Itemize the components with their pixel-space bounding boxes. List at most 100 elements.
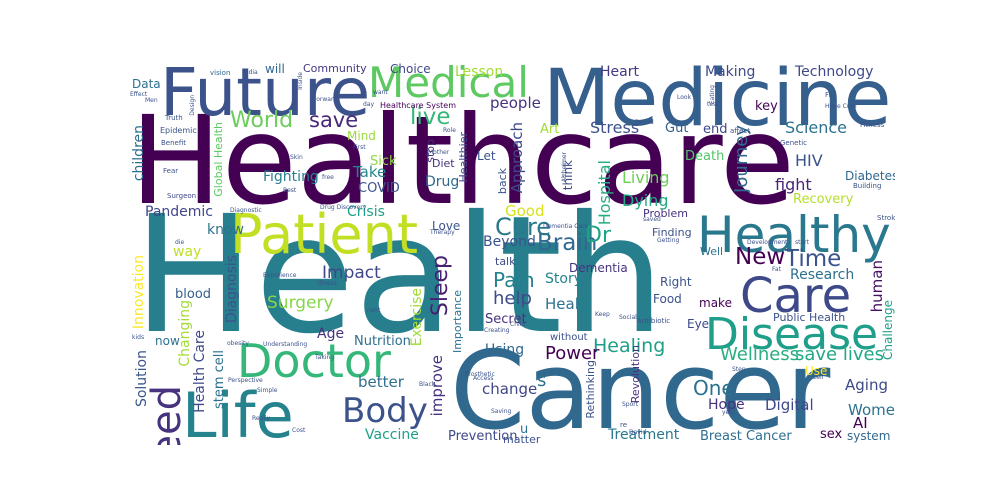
- word-truth: Truth: [165, 114, 183, 122]
- word-benefit: Benefit: [161, 139, 187, 147]
- word-data: Data: [132, 77, 161, 91]
- word-creating: Creating: [484, 327, 510, 334]
- word-saving: Saving: [491, 408, 512, 415]
- word-fitness: Fitness: [860, 121, 885, 129]
- word-dementia-care: Dementia Care: [543, 223, 589, 230]
- word-world: World: [230, 108, 294, 133]
- word-finding: Finding: [652, 226, 692, 239]
- word-year: year: [722, 409, 736, 416]
- word-building: Building: [853, 182, 882, 190]
- word-medical: Medical: [368, 60, 529, 107]
- word-exercise: Exercise: [409, 288, 425, 347]
- word-secret: Secret: [485, 312, 527, 327]
- word-dementia: Dementia: [569, 261, 628, 275]
- word-innovation: Innovation: [131, 255, 147, 330]
- word-let: Let: [477, 149, 496, 163]
- word-simple: Simple: [257, 387, 278, 394]
- word-pandemic: Pandemic: [145, 204, 213, 220]
- word-make: make: [699, 296, 732, 310]
- word-cost: Cost: [292, 427, 306, 434]
- word-story: Story: [545, 271, 582, 287]
- word-diagnosis: Diagnosis: [224, 255, 240, 324]
- word-skin: Skin: [290, 154, 303, 161]
- word-fear: Fear: [163, 167, 179, 175]
- word-rethinking: Rethinking: [584, 360, 597, 419]
- word-life: Life: [182, 379, 294, 446]
- word-next: next: [367, 307, 381, 314]
- word-age: Age: [317, 326, 345, 342]
- word-healthier: Healthier: [457, 132, 470, 183]
- word-step: Step: [732, 366, 746, 373]
- word-global-health: Global Health: [212, 122, 225, 197]
- word-first: First: [353, 144, 366, 151]
- word-really: Really: [252, 415, 271, 422]
- word-drug-discovery: Drug Discovery: [320, 204, 367, 211]
- word-sport: Sport: [622, 401, 639, 408]
- word-choice: Choice: [390, 62, 431, 76]
- word-save-lives: save lives: [795, 344, 884, 365]
- word-hiv: HIV: [795, 151, 823, 170]
- word-surgeon: Surgeon: [167, 192, 197, 200]
- word-new: New: [735, 244, 786, 270]
- word-key: key: [755, 99, 778, 114]
- word-cloud: Health Healthcare Cancer Medicine Future Medi…: [125, 60, 895, 445]
- word-period: Period: [635, 119, 654, 126]
- word-forward: Forward: [313, 96, 338, 103]
- word-gut: Gut: [665, 121, 689, 136]
- word-surgery: Surgery: [267, 293, 334, 313]
- word-love: Love: [432, 219, 461, 233]
- word-vision: vision: [210, 69, 231, 77]
- word-fighting: Fighting: [263, 169, 319, 185]
- word-genetic: Genetic: [780, 139, 808, 147]
- word-design: Design: [189, 95, 196, 116]
- word-illness: Illness: [318, 280, 337, 287]
- word-diagnostic: Diagnostic: [230, 207, 262, 214]
- word-approach: Approach: [508, 122, 526, 194]
- word-making: Making: [705, 64, 756, 80]
- word-prevention: Prevention: [448, 429, 518, 444]
- word-sleep: Sleep: [428, 255, 453, 317]
- word-sex: sex: [820, 427, 843, 442]
- word-wellness: Wellness: [720, 344, 800, 365]
- word-free: free: [322, 174, 334, 181]
- word-aging: Aging: [845, 376, 888, 394]
- word-mind: Mind: [347, 129, 376, 143]
- word-affect: affect: [730, 127, 751, 135]
- word-crisis: Crisis: [347, 204, 385, 220]
- word-blood: blood: [175, 287, 212, 302]
- word-heal: Heal: [545, 295, 579, 313]
- word-getting: Getting: [657, 237, 680, 244]
- word-die: die: [175, 239, 185, 246]
- word-live: live: [410, 104, 451, 130]
- word-start: start: [795, 239, 809, 246]
- word-problem: Problem: [643, 207, 688, 220]
- word-taking: Taking: [315, 354, 335, 361]
- word-save: save: [309, 108, 359, 132]
- word-changing: Changing: [177, 300, 193, 367]
- word-digital: Digital: [765, 396, 814, 414]
- word-fit: Fit: [825, 91, 834, 99]
- word-lesson: Lesson: [455, 64, 504, 80]
- word-food: Food: [653, 292, 682, 306]
- word-better: better: [358, 373, 404, 391]
- word-health-care: Health Care: [192, 330, 208, 413]
- word-public-health: Public Health: [773, 311, 846, 324]
- word-re: re: [620, 421, 628, 429]
- word-child: Child: [510, 321, 526, 328]
- word-change: change: [482, 380, 538, 398]
- word-healthcare: Healthcare: [130, 90, 795, 232]
- word-prosthetic: Prosthetic: [465, 371, 495, 378]
- word-sick: Sick: [370, 154, 397, 169]
- word-effect: Effect: [130, 91, 148, 98]
- word-day: day: [363, 101, 375, 108]
- word-need: need: [144, 385, 190, 445]
- word-fight: fight: [775, 175, 812, 194]
- word-alzheimer: Alzheimer: [561, 152, 568, 183]
- word-fat: Fat: [772, 266, 781, 273]
- word-stroke: Stroke: [877, 214, 895, 222]
- word-experience: Experience: [263, 272, 297, 279]
- word-talk: talk: [495, 255, 516, 268]
- word-one: One: [693, 376, 734, 400]
- word-doctor: Doctor: [237, 334, 391, 388]
- word-diet: Diet: [432, 157, 455, 170]
